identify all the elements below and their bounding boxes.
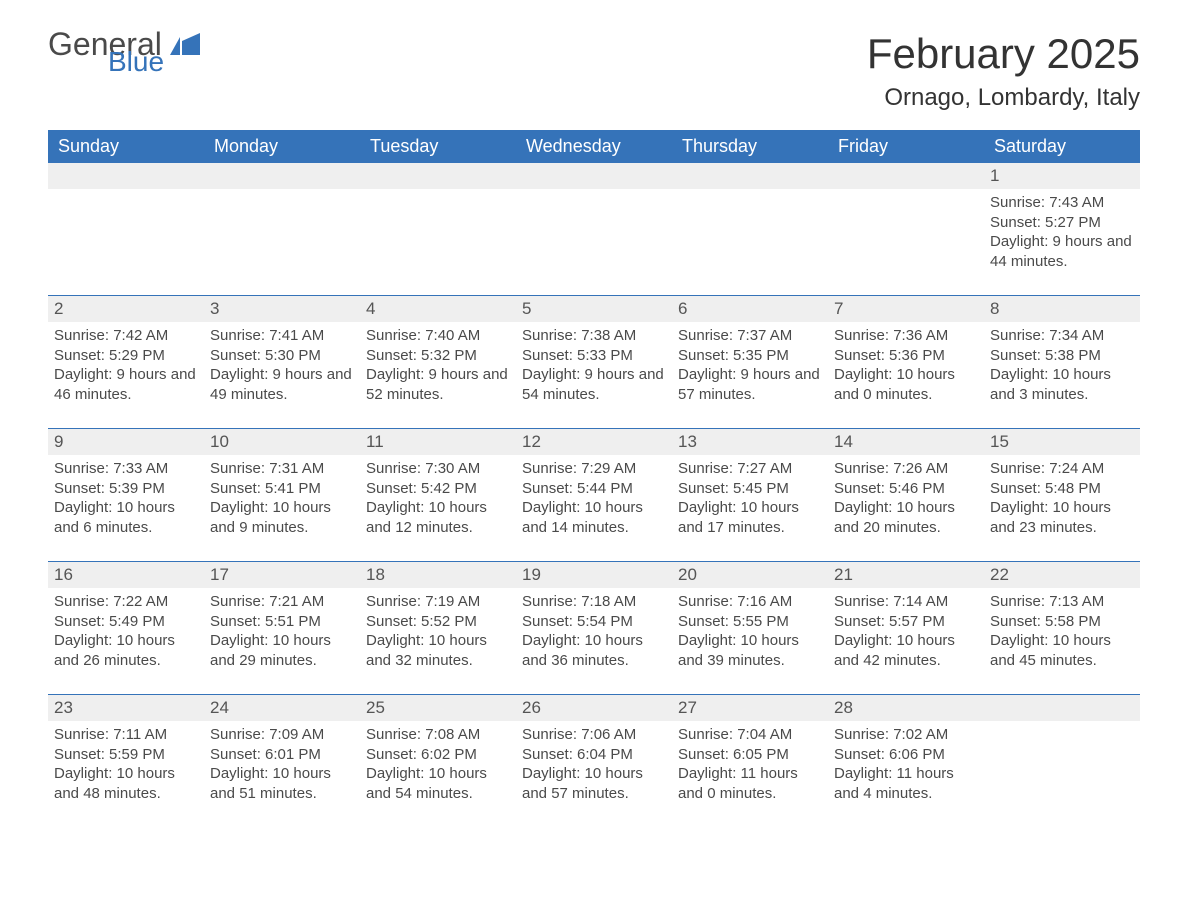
day-info-cell: Sunrise: 7:40 AMSunset: 5:32 PMDaylight:… (360, 322, 516, 429)
day-number-cell: 12 (516, 429, 672, 456)
day-info-cell: Sunrise: 7:18 AMSunset: 5:54 PMDaylight:… (516, 588, 672, 695)
day-number-row: 16171819202122 (48, 562, 1140, 589)
day-number-cell: 25 (360, 695, 516, 722)
day-info-cell: Sunrise: 7:34 AMSunset: 5:38 PMDaylight:… (984, 322, 1140, 429)
day-info-cell: Sunrise: 7:08 AMSunset: 6:02 PMDaylight:… (360, 721, 516, 813)
day-number-cell: 3 (204, 296, 360, 323)
weekday-header: Friday (828, 130, 984, 163)
day-info-cell: Sunrise: 7:04 AMSunset: 6:05 PMDaylight:… (672, 721, 828, 813)
day-number-cell: 16 (48, 562, 204, 589)
empty-cell (672, 189, 828, 296)
day-number-cell: 15 (984, 429, 1140, 456)
day-number-cell: 6 (672, 296, 828, 323)
location-subtitle: Ornago, Lombardy, Italy (867, 84, 1140, 112)
day-number-cell: 7 (828, 296, 984, 323)
day-info-cell: Sunrise: 7:22 AMSunset: 5:49 PMDaylight:… (48, 588, 204, 695)
empty-cell (48, 163, 204, 189)
day-number-cell: 4 (360, 296, 516, 323)
calendar-table: Sunday Monday Tuesday Wednesday Thursday… (48, 130, 1140, 813)
weekday-header: Thursday (672, 130, 828, 163)
title-block: February 2025 Ornago, Lombardy, Italy (867, 30, 1140, 112)
day-number-cell: 20 (672, 562, 828, 589)
day-number-cell: 18 (360, 562, 516, 589)
weekday-header: Wednesday (516, 130, 672, 163)
day-number-row: 9101112131415 (48, 429, 1140, 456)
day-info-cell: Sunrise: 7:13 AMSunset: 5:58 PMDaylight:… (984, 588, 1140, 695)
empty-cell (828, 163, 984, 189)
calendar-body: 1Sunrise: 7:43 AMSunset: 5:27 PMDaylight… (48, 163, 1140, 813)
day-number-cell: 27 (672, 695, 828, 722)
day-number-cell: 26 (516, 695, 672, 722)
page-header: General Blue February 2025 Ornago, Lomba… (48, 30, 1140, 112)
weekday-header: Tuesday (360, 130, 516, 163)
day-info-cell: Sunrise: 7:24 AMSunset: 5:48 PMDaylight:… (984, 455, 1140, 562)
day-info-row: Sunrise: 7:33 AMSunset: 5:39 PMDaylight:… (48, 455, 1140, 562)
weekday-header: Monday (204, 130, 360, 163)
day-number-row: 1 (48, 163, 1140, 189)
day-number-row: 2345678 (48, 296, 1140, 323)
day-number-cell: 9 (48, 429, 204, 456)
weekday-header-row: Sunday Monday Tuesday Wednesday Thursday… (48, 130, 1140, 163)
day-number-cell: 8 (984, 296, 1140, 323)
day-number-cell: 14 (828, 429, 984, 456)
day-info-row: Sunrise: 7:11 AMSunset: 5:59 PMDaylight:… (48, 721, 1140, 813)
day-number-cell: 23 (48, 695, 204, 722)
day-number-cell: 22 (984, 562, 1140, 589)
day-info-cell: Sunrise: 7:36 AMSunset: 5:36 PMDaylight:… (828, 322, 984, 429)
day-info-row: Sunrise: 7:42 AMSunset: 5:29 PMDaylight:… (48, 322, 1140, 429)
day-info-cell: Sunrise: 7:43 AMSunset: 5:27 PMDaylight:… (984, 189, 1140, 296)
day-info-cell: Sunrise: 7:33 AMSunset: 5:39 PMDaylight:… (48, 455, 204, 562)
empty-cell (204, 189, 360, 296)
day-info-cell: Sunrise: 7:38 AMSunset: 5:33 PMDaylight:… (516, 322, 672, 429)
day-info-cell: Sunrise: 7:11 AMSunset: 5:59 PMDaylight:… (48, 721, 204, 813)
day-info-row: Sunrise: 7:22 AMSunset: 5:49 PMDaylight:… (48, 588, 1140, 695)
day-info-cell: Sunrise: 7:27 AMSunset: 5:45 PMDaylight:… (672, 455, 828, 562)
day-number-cell: 5 (516, 296, 672, 323)
empty-cell (984, 695, 1140, 722)
empty-cell (360, 189, 516, 296)
day-info-cell: Sunrise: 7:29 AMSunset: 5:44 PMDaylight:… (516, 455, 672, 562)
day-info-cell: Sunrise: 7:19 AMSunset: 5:52 PMDaylight:… (360, 588, 516, 695)
empty-cell (48, 189, 204, 296)
day-info-cell: Sunrise: 7:42 AMSunset: 5:29 PMDaylight:… (48, 322, 204, 429)
day-number-cell: 21 (828, 562, 984, 589)
weekday-header: Sunday (48, 130, 204, 163)
day-number-cell: 1 (984, 163, 1140, 189)
day-number-cell: 19 (516, 562, 672, 589)
day-number-row: 232425262728 (48, 695, 1140, 722)
day-info-cell: Sunrise: 7:31 AMSunset: 5:41 PMDaylight:… (204, 455, 360, 562)
day-info-cell: Sunrise: 7:26 AMSunset: 5:46 PMDaylight:… (828, 455, 984, 562)
month-title: February 2025 (867, 30, 1140, 78)
day-number-cell: 11 (360, 429, 516, 456)
day-info-cell: Sunrise: 7:21 AMSunset: 5:51 PMDaylight:… (204, 588, 360, 695)
day-number-cell: 13 (672, 429, 828, 456)
day-info-cell: Sunrise: 7:02 AMSunset: 6:06 PMDaylight:… (828, 721, 984, 813)
day-number-cell: 10 (204, 429, 360, 456)
empty-cell (672, 163, 828, 189)
day-info-cell: Sunrise: 7:16 AMSunset: 5:55 PMDaylight:… (672, 588, 828, 695)
empty-cell (204, 163, 360, 189)
empty-cell (828, 189, 984, 296)
day-number-cell: 24 (204, 695, 360, 722)
day-number-cell: 17 (204, 562, 360, 589)
empty-cell (516, 163, 672, 189)
empty-cell (516, 189, 672, 296)
day-number-cell: 2 (48, 296, 204, 323)
flag-icon (170, 33, 200, 58)
day-info-cell: Sunrise: 7:30 AMSunset: 5:42 PMDaylight:… (360, 455, 516, 562)
day-info-cell: Sunrise: 7:41 AMSunset: 5:30 PMDaylight:… (204, 322, 360, 429)
day-info-cell: Sunrise: 7:14 AMSunset: 5:57 PMDaylight:… (828, 588, 984, 695)
empty-cell (984, 721, 1140, 813)
empty-cell (360, 163, 516, 189)
day-info-cell: Sunrise: 7:06 AMSunset: 6:04 PMDaylight:… (516, 721, 672, 813)
day-info-cell: Sunrise: 7:37 AMSunset: 5:35 PMDaylight:… (672, 322, 828, 429)
day-info-cell: Sunrise: 7:09 AMSunset: 6:01 PMDaylight:… (204, 721, 360, 813)
day-info-row: Sunrise: 7:43 AMSunset: 5:27 PMDaylight:… (48, 189, 1140, 296)
day-number-cell: 28 (828, 695, 984, 722)
brand-logo: General Blue (48, 30, 200, 74)
weekday-header: Saturday (984, 130, 1140, 163)
